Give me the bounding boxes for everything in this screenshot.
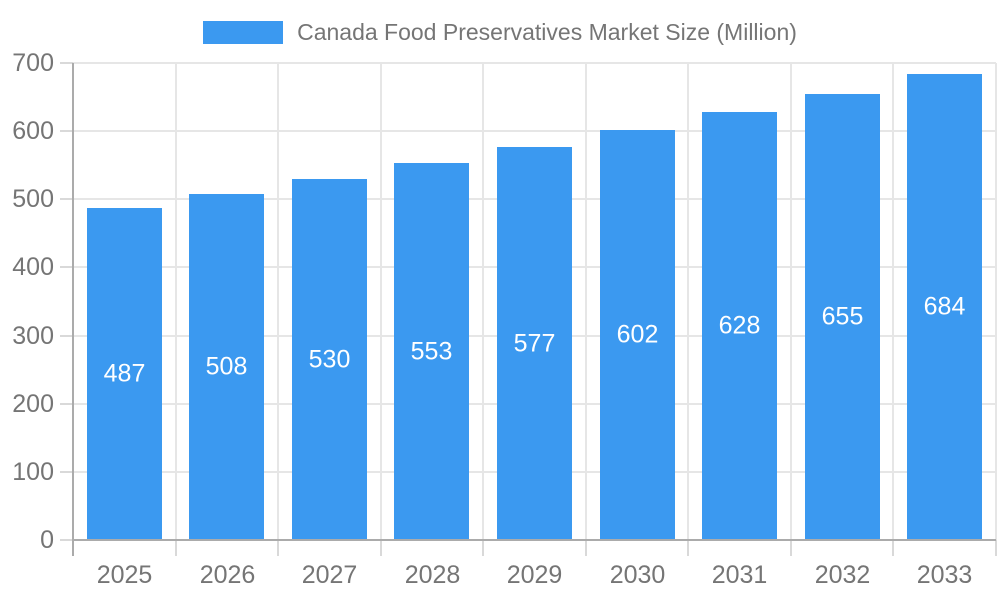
bar-value-label-2033: 684: [923, 292, 966, 321]
gridline-x-9: [995, 63, 997, 540]
x-axis-label-2027: 2027: [301, 561, 358, 589]
legend-swatch: [203, 20, 284, 44]
gridline-x-8: [892, 63, 894, 540]
bar-2029[interactable]: 577: [497, 147, 572, 540]
gridline-y-700: [73, 62, 996, 64]
y-axis-label-200: 200: [12, 390, 54, 418]
bar-value-label-2025: 487: [103, 359, 146, 388]
x-axis-baseline: [72, 539, 996, 541]
y-axis-line: [72, 63, 74, 556]
gridline-x-3: [380, 63, 382, 540]
xtick-mark-1: [175, 540, 177, 556]
xtick-mark-4: [482, 540, 484, 556]
bar-2027[interactable]: 530: [292, 179, 367, 540]
xtick-mark-8: [892, 540, 894, 556]
ytick-mark-400: [60, 266, 73, 268]
bar-2031[interactable]: 628: [702, 112, 777, 540]
x-axis-label-2026: 2026: [199, 561, 256, 589]
y-axis-label-700: 700: [12, 49, 54, 77]
x-axis-label-2025: 2025: [96, 561, 153, 589]
x-axis-label-2033: 2033: [916, 561, 973, 589]
bar-value-label-2028: 553: [410, 337, 453, 365]
xtick-mark-6: [687, 540, 689, 556]
ytick-mark-300: [60, 335, 73, 337]
xtick-mark-2: [277, 540, 279, 556]
y-axis-label-400: 400: [12, 253, 54, 281]
gridline-x-4: [482, 63, 484, 540]
x-axis-label-2030: 2030: [609, 561, 666, 589]
x-axis-label-2029: 2029: [506, 561, 563, 589]
legend[interactable]: Canada Food Preservatives Market Size (M…: [0, 18, 1000, 46]
ytick-mark-0: [60, 539, 73, 541]
bar-value-label-2027: 530: [308, 345, 351, 373]
x-axis-label-2032: 2032: [814, 561, 871, 589]
y-axis-label-300: 300: [12, 322, 54, 350]
xtick-mark-9: [995, 540, 997, 556]
bar-2025[interactable]: 487: [87, 208, 162, 540]
bar-2028[interactable]: 553: [394, 163, 469, 540]
x-axis-label-2028: 2028: [404, 561, 461, 589]
y-axis-label-100: 100: [12, 458, 54, 486]
bar-value-label-2029: 577: [513, 329, 556, 357]
bar-value-label-2032: 655: [821, 302, 864, 331]
legend-label: Canada Food Preservatives Market Size (M…: [297, 18, 797, 45]
bar-2032[interactable]: 655: [805, 94, 880, 540]
xtick-mark-3: [380, 540, 382, 556]
y-axis-label-500: 500: [12, 185, 54, 213]
bar-value-label-2030: 602: [616, 320, 659, 349]
gridline-x-7: [790, 63, 792, 540]
ytick-mark-500: [60, 198, 73, 200]
x-axis-label-2031: 2031: [711, 561, 768, 589]
gridline-x-6: [687, 63, 689, 540]
xtick-mark-7: [790, 540, 792, 556]
bar-2033[interactable]: 684: [907, 74, 982, 540]
bar-value-label-2026: 508: [205, 352, 248, 381]
gridline-x-5: [585, 63, 587, 540]
bar-2030[interactable]: 602: [600, 130, 675, 540]
y-axis-label-0: 0: [40, 526, 54, 554]
bar-value-label-2031: 628: [718, 311, 761, 340]
ytick-mark-600: [60, 130, 73, 132]
gridline-x-2: [277, 63, 279, 540]
ytick-mark-200: [60, 403, 73, 405]
ytick-mark-700: [60, 62, 73, 64]
ytick-mark-100: [60, 471, 73, 473]
y-axis-label-600: 600: [12, 117, 54, 145]
gridline-y-600: [73, 130, 996, 132]
xtick-mark-5: [585, 540, 587, 556]
gridline-x-1: [175, 63, 177, 540]
bar-2026[interactable]: 508: [189, 194, 264, 540]
